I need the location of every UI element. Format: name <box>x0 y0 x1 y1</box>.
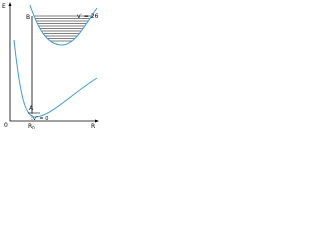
upper-curve <box>29 4 98 46</box>
upper-level-label: v′ = 26 <box>77 13 99 20</box>
equilibrium-subscript: 0 <box>32 126 35 130</box>
axes <box>9 4 97 122</box>
point-a: A <box>29 105 34 112</box>
lower-level-label: v″ = 0 <box>33 116 48 122</box>
origin-label: 0 <box>4 122 8 129</box>
distance-label: R <box>91 123 95 129</box>
equilibrium-symbol: R <box>28 123 32 129</box>
diagram: E R 0 B A v′ = 26 v″ = 0 R0 <box>2 2 99 129</box>
equilibrium-label: R0 <box>28 123 35 129</box>
point-b: B <box>26 14 30 21</box>
energy-label: E <box>2 3 6 10</box>
arrow <box>95 119 99 123</box>
arrow <box>8 2 12 6</box>
lower-curve <box>13 39 98 118</box>
